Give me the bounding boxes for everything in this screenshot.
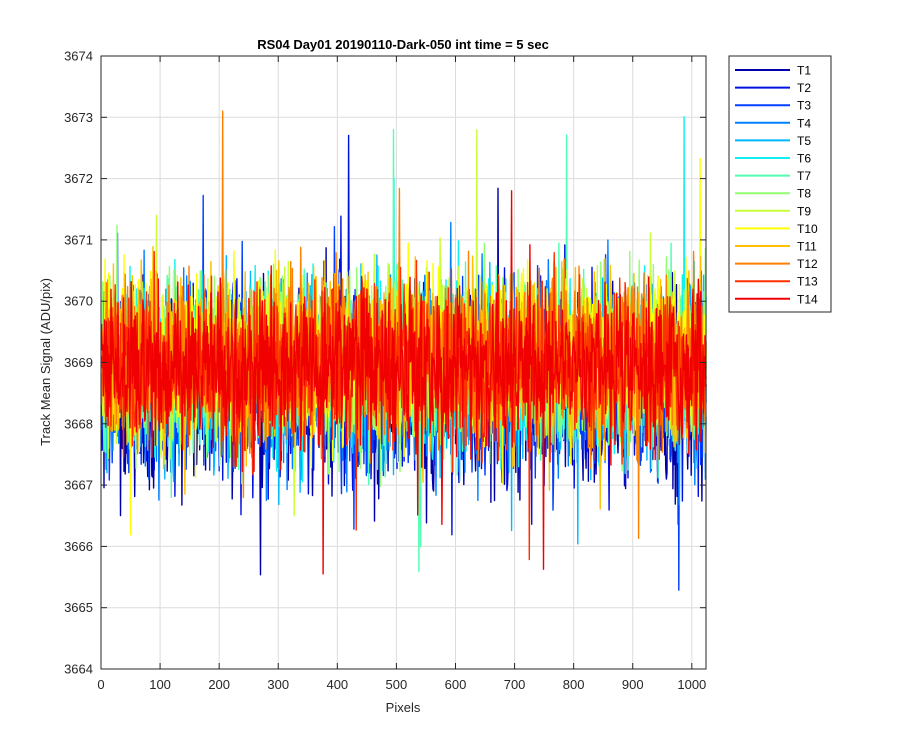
x-tick-label: 600: [445, 677, 467, 692]
legend-label-t12: T12: [797, 257, 818, 271]
y-tick-label: 3673: [64, 110, 93, 125]
legend-label-t9: T9: [797, 204, 811, 218]
legend-label-t3: T3: [797, 99, 811, 113]
y-tick-label: 3674: [64, 49, 93, 64]
x-tick-label: 400: [326, 677, 348, 692]
legend-box: [728, 55, 832, 313]
legend-label-t13: T13: [797, 275, 818, 289]
x-tick-label: 700: [504, 677, 526, 692]
legend-label-t1: T1: [797, 64, 811, 78]
legend-label-t6: T6: [797, 152, 811, 166]
x-tick-label: 200: [208, 677, 230, 692]
y-tick-label: 3668: [64, 416, 93, 431]
x-axis-ticks: 0 100 200 300 400 500 600 700 800 900 1000: [97, 56, 706, 692]
legend-label-t10: T10: [797, 222, 818, 236]
legend: T1 T2 T3 T4 T5 T6 T7 T8 T9 T10 T11 T12 T13 T14: [728, 55, 832, 313]
legend-label-t11: T11: [797, 240, 817, 254]
series-line-t14: [100, 190, 707, 575]
x-tick-label: 500: [386, 677, 408, 692]
y-tick-label: 3672: [64, 171, 93, 186]
x-tick-label: 300: [267, 677, 289, 692]
y-axis-label: Track Mean Signal (ADU/pix): [38, 278, 53, 446]
y-tick-label: 3669: [64, 355, 93, 370]
y-tick-label: 3670: [64, 294, 93, 309]
legend-label-t5: T5: [797, 134, 811, 148]
legend-label-t14: T14: [797, 292, 818, 306]
legend-label-t7: T7: [797, 169, 811, 183]
legend-label-t2: T2: [797, 81, 811, 95]
y-tick-label: 3665: [64, 600, 93, 615]
legend-label-t4: T4: [797, 116, 811, 130]
y-tick-label: 3664: [64, 662, 93, 677]
x-tick-label: 900: [622, 677, 644, 692]
x-tick-label: 100: [149, 677, 171, 692]
x-tick-label: 800: [563, 677, 585, 692]
y-axis-ticks: 3664 3665 3666 3667 3668 3669 3670 3671 3672 3673…: [64, 49, 706, 677]
y-tick-label: 3671: [64, 232, 93, 247]
y-tick-label: 3667: [64, 478, 93, 493]
y-tick-label: 3666: [64, 539, 93, 554]
x-tick-label: 1000: [677, 677, 706, 692]
legend-label-t8: T8: [797, 187, 811, 201]
x-tick-label: 0: [97, 677, 104, 692]
series-lines: [100, 110, 707, 591]
x-axis-label: Pixels: [386, 700, 421, 715]
chart-title: RS04 Day01 20190110-Dark-050 int time = …: [257, 37, 549, 52]
